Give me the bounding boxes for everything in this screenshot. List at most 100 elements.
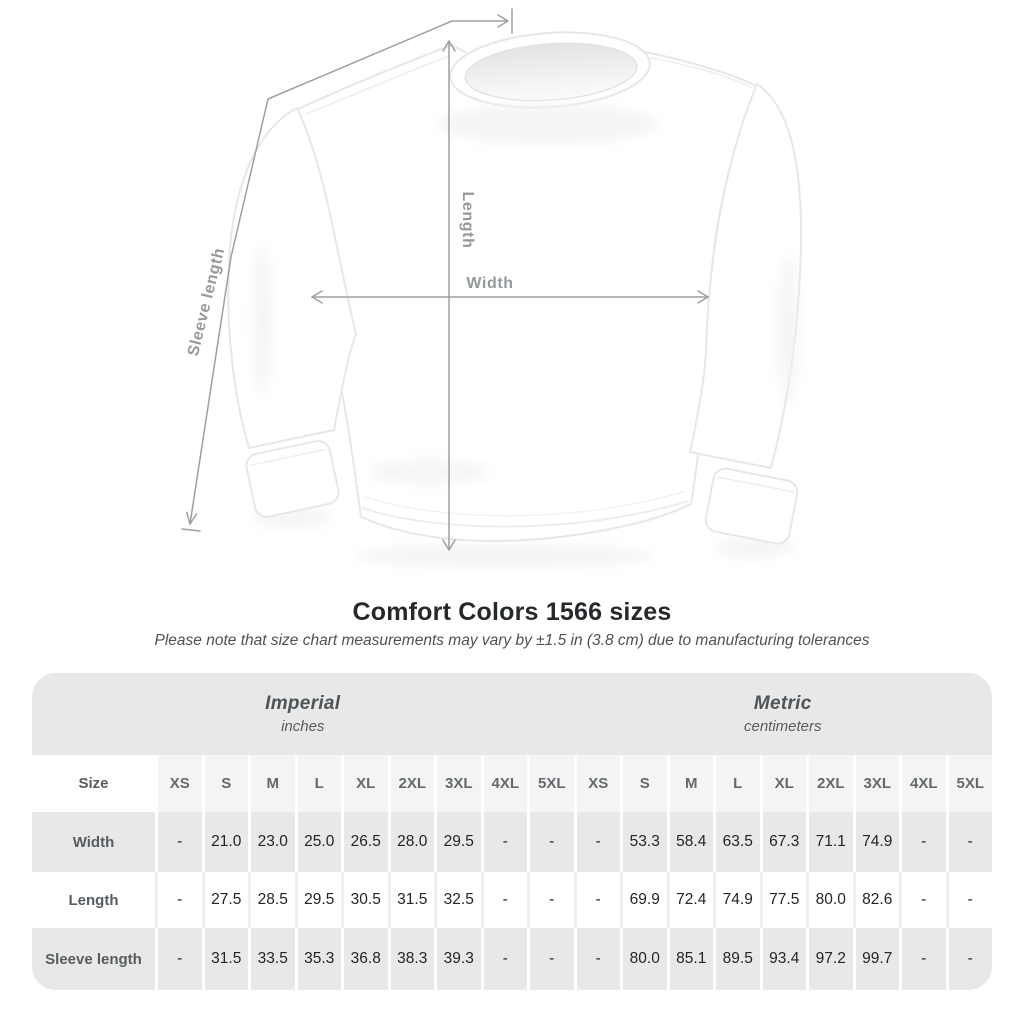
value-cell: - [527, 928, 574, 990]
size-header-cell: 2XL [387, 755, 434, 812]
size-header-cell: L [294, 755, 341, 812]
value-cell: 63.5 [713, 812, 760, 872]
value-cell: - [155, 928, 202, 990]
value-cell: 36.8 [341, 928, 388, 990]
collar [449, 31, 651, 109]
size-diagram: Length Width Sleeve length [181, 8, 803, 565]
table-row-width: Width - 21.0 23.0 25.0 26.5 28.0 29.5 - … [32, 812, 992, 872]
size-header-cell: 2XL [806, 755, 853, 812]
value-cell: - [573, 872, 620, 928]
value-cell: - [899, 928, 946, 990]
value-cell: - [945, 872, 992, 928]
value-cell: 80.0 [620, 928, 667, 990]
value-cell: 29.5 [294, 872, 341, 928]
length-dimension-label: Length [459, 192, 476, 249]
value-cell: 93.4 [759, 928, 806, 990]
value-cell: - [527, 812, 574, 872]
value-cell: 39.3 [434, 928, 481, 990]
value-cell: 58.4 [666, 812, 713, 872]
size-header-cell: S [620, 755, 667, 812]
value-cell: - [480, 928, 527, 990]
value-cell: 53.3 [620, 812, 667, 872]
value-cell: 80.0 [806, 872, 853, 928]
metric-group-title: Metric [753, 693, 812, 714]
value-cell: - [945, 812, 992, 872]
size-header-cell: XL [759, 755, 806, 812]
value-cell: 30.5 [341, 872, 388, 928]
value-cell: - [945, 928, 992, 990]
value-cell: 26.5 [341, 812, 388, 872]
size-header-cell: 5XL [527, 755, 574, 812]
value-cell: - [480, 872, 527, 928]
value-cell: - [527, 872, 574, 928]
value-cell: 69.9 [620, 872, 667, 928]
value-cell: 27.5 [201, 872, 248, 928]
size-header-cell: M [248, 755, 295, 812]
size-header-cell: 3XL [852, 755, 899, 812]
value-cell: - [573, 812, 620, 872]
page-title: Comfort Colors 1566 sizes [352, 598, 672, 626]
size-header-cell: XS [155, 755, 202, 812]
value-cell: 31.5 [387, 872, 434, 928]
value-cell: - [899, 872, 946, 928]
row-label: Width [32, 812, 155, 872]
right-sleeve [688, 82, 803, 470]
value-cell: 74.9 [713, 872, 760, 928]
value-cell: 67.3 [759, 812, 806, 872]
size-column-header: Size [32, 755, 155, 812]
sweatshirt-illustration [227, 31, 803, 565]
size-header-cell: XL [341, 755, 388, 812]
left-cuff [245, 439, 340, 518]
size-header-cell: 3XL [434, 755, 481, 812]
table-row-sleeve-length: Sleeve length - 31.5 33.5 35.3 36.8 38.3… [32, 928, 992, 990]
table-row-length: Length - 27.5 28.5 29.5 30.5 31.5 32.5 -… [32, 872, 992, 928]
metric-group-unit: centimeters [743, 718, 822, 735]
value-cell: - [573, 928, 620, 990]
sleeve-dimension-label: Sleeve length [185, 246, 228, 358]
value-cell: 72.4 [666, 872, 713, 928]
value-cell: - [480, 812, 527, 872]
value-cell: 28.0 [387, 812, 434, 872]
tolerance-note: Please note that size chart measurements… [154, 632, 870, 649]
size-header-cell: L [713, 755, 760, 812]
value-cell: 99.7 [852, 928, 899, 990]
value-cell: 82.6 [852, 872, 899, 928]
size-header-row: Size XS S M L XL 2XL 3XL 4XL 5XL XS S M … [32, 755, 992, 812]
value-cell: 38.3 [387, 928, 434, 990]
imperial-group-unit: inches [281, 718, 325, 735]
imperial-group-header: Imperial inches [32, 673, 574, 755]
sleeve-length-arrow [181, 8, 513, 532]
value-cell: 89.5 [713, 928, 760, 990]
measurement-arrows [181, 8, 709, 551]
row-label: Length [32, 872, 155, 928]
value-cell: 97.2 [806, 928, 853, 990]
value-cell: 85.1 [666, 928, 713, 990]
metric-group-header: Metric centimeters [573, 673, 992, 755]
value-cell: 32.5 [434, 872, 481, 928]
size-header-cell: S [201, 755, 248, 812]
size-header-cell: 5XL [945, 755, 992, 812]
value-cell: 23.0 [248, 812, 295, 872]
size-header-cell: 4XL [480, 755, 527, 812]
unit-group-header: Imperial inches Metric centimeters [32, 673, 992, 755]
value-cell: 35.3 [294, 928, 341, 990]
value-cell: - [155, 872, 202, 928]
value-cell: 77.5 [759, 872, 806, 928]
value-cell: - [155, 812, 202, 872]
width-arrow [311, 290, 709, 304]
value-cell: - [899, 812, 946, 872]
value-cell: 33.5 [248, 928, 295, 990]
value-cell: 71.1 [806, 812, 853, 872]
imperial-group-title: Imperial [265, 693, 341, 714]
value-cell: 21.0 [201, 812, 248, 872]
value-cell: 74.9 [852, 812, 899, 872]
size-header-cell: 4XL [899, 755, 946, 812]
value-cell: 25.0 [294, 812, 341, 872]
width-dimension-label: Width [466, 275, 513, 292]
size-chart-table: Imperial inches Metric centimeters Size … [32, 673, 992, 990]
row-label: Sleeve length [32, 928, 155, 990]
length-arrow [442, 40, 456, 551]
right-cuff [704, 467, 799, 545]
value-cell: 31.5 [201, 928, 248, 990]
size-header-cell: M [666, 755, 713, 812]
